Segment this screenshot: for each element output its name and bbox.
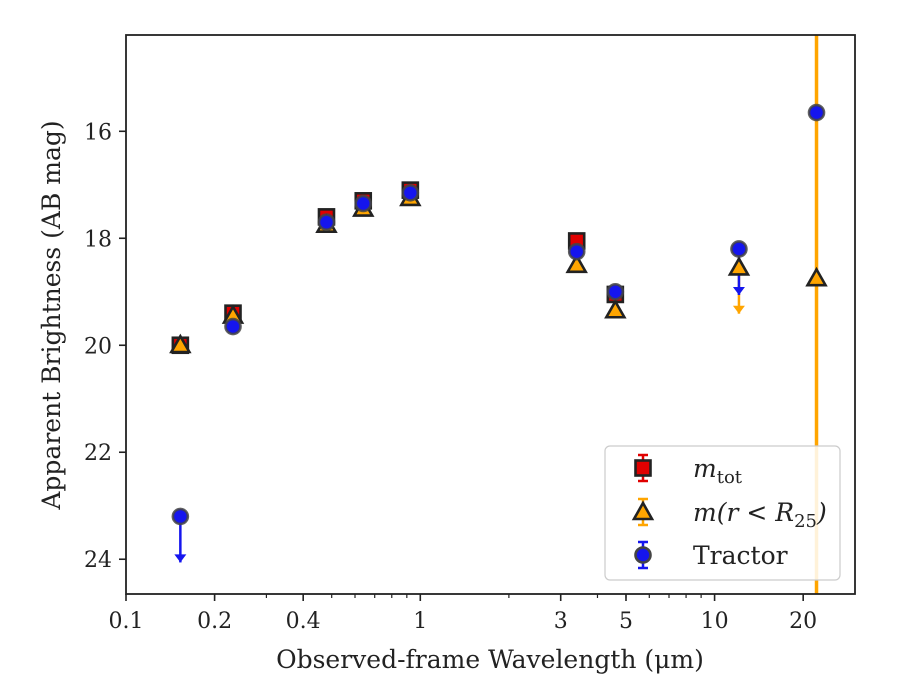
series-2-point-8 [807,103,826,122]
series-1-point-8 [805,266,828,287]
x-tick-label-5: 5 [619,609,633,634]
axis-layer: 0.1 0.2 0.4 1 3 5 10 20 16 18 20 22 24 [84,120,817,634]
series-1-point-7 [727,256,751,276]
y-tick-label-2: 20 [84,334,112,359]
series-2-point-5 [567,242,586,261]
x-tick-label-6: 10 [701,609,729,634]
x-tick-label-0: 0.1 [109,609,144,634]
series-2-limit-arrowhead-7 [732,286,745,295]
legend: mtot m(r < R25) Tractor [604,445,841,581]
series-2-point-4 [401,184,420,202]
series-2-point-7 [730,240,748,258]
x-tick-label-7: 20 [789,609,817,634]
series-2-point-6 [606,282,625,301]
plot-layer [169,35,828,594]
series-1-point-5 [565,253,588,274]
series-2-limit-arrowhead-0 [174,554,187,563]
series-1-point-6 [604,298,627,319]
series-2-point-0 [171,507,190,526]
y-axis-label: Apparent Brightness (AB mag) [37,120,66,510]
legend-label-0: mtot [693,454,743,488]
plot-frame [125,34,856,595]
x-tick-label-2: 0.4 [286,609,321,634]
y-tick-label-1: 18 [84,227,112,252]
y-tick-label-4: 24 [84,548,112,573]
legend-marker-0 [634,459,652,477]
x-tick-label-3: 1 [413,609,427,634]
legend-label-2: Tractor [693,541,788,570]
x-tick-label-4: 3 [554,609,568,634]
legend-marker-2 [634,546,652,564]
legend-marker-1 [631,500,655,521]
x-tick-label-1: 0.2 [197,609,232,634]
x-axis-label: Observed-frame Wavelength (μm) [276,645,704,674]
y-tick-label-3: 22 [84,441,112,466]
y-tick-label-0: 16 [84,120,112,145]
series-2-point-2 [317,213,336,232]
series-2-point-1 [224,317,242,336]
series-2-point-3 [354,194,373,213]
series-1-limit-arrowhead-7 [732,305,745,314]
legend-frame [604,445,841,581]
legend-label-1: m(r < R25) [693,498,827,532]
series-1-point-0 [169,333,192,354]
